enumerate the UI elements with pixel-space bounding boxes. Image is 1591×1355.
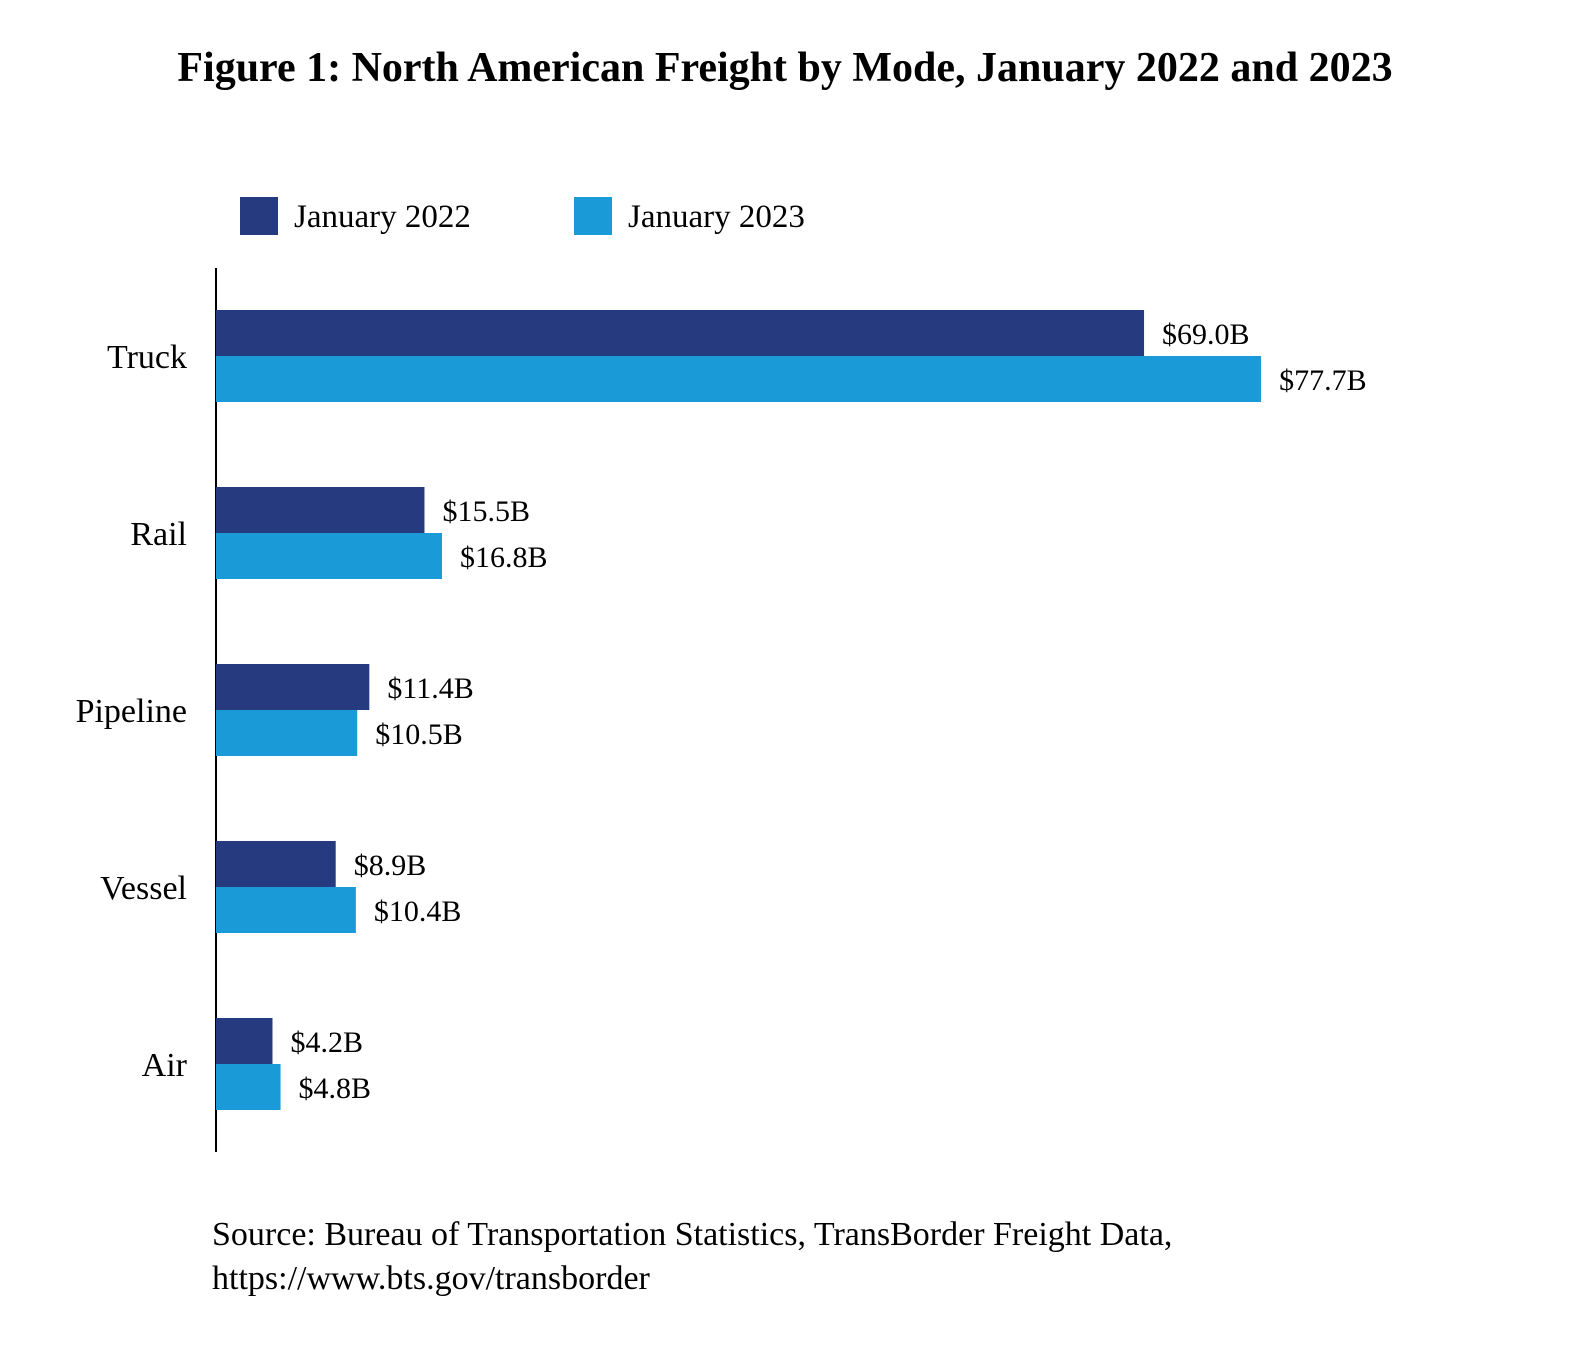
legend-label-2: January 2023 (628, 199, 805, 235)
legend-swatch-1 (240, 197, 278, 235)
bar-rail-2 (216, 533, 442, 579)
source-line-2: https://www.bts.gov/transborder (212, 1260, 650, 1297)
data-label-air-1: $4.2B (290, 1026, 363, 1059)
bar-truck-1 (216, 310, 1145, 356)
data-label-vessel-2: $10.4B (374, 895, 462, 928)
data-label-pipeline-1: $11.4B (387, 672, 473, 705)
bar-rail-1 (216, 487, 425, 533)
bar-air-1 (216, 1018, 273, 1064)
data-label-vessel-1: $8.9B (354, 849, 427, 882)
bar-truck-2 (216, 356, 1262, 402)
data-label-pipeline-2: $10.5B (375, 718, 463, 751)
category-label-rail: Rail (130, 516, 187, 553)
category-label-truck: Truck (107, 339, 187, 376)
chart-title: Figure 1: North American Freight by Mode… (177, 45, 1393, 91)
category-label-vessel: Vessel (100, 870, 187, 907)
legend-label-1: January 2022 (294, 199, 471, 235)
category-label-pipeline: Pipeline (76, 693, 187, 730)
bar-pipeline-1 (216, 664, 370, 710)
data-label-rail-1: $15.5B (442, 495, 530, 528)
bar-air-2 (216, 1064, 281, 1110)
source-line-1: Source: Bureau of Transportation Statist… (212, 1216, 1173, 1253)
data-label-truck-2: $77.7B (1279, 364, 1367, 397)
source-note: Source: Bureau of Transportation Statist… (212, 1213, 1172, 1301)
data-label-truck-1: $69.0B (1162, 318, 1250, 351)
bar-vessel-1 (216, 841, 336, 887)
data-label-rail-2: $16.8B (460, 541, 548, 574)
data-label-air-2: $4.8B (299, 1072, 372, 1105)
legend-swatch-2 (574, 197, 612, 235)
category-label-air: Air (142, 1047, 188, 1084)
bar-pipeline-2 (216, 710, 358, 756)
bar-vessel-2 (216, 887, 356, 933)
